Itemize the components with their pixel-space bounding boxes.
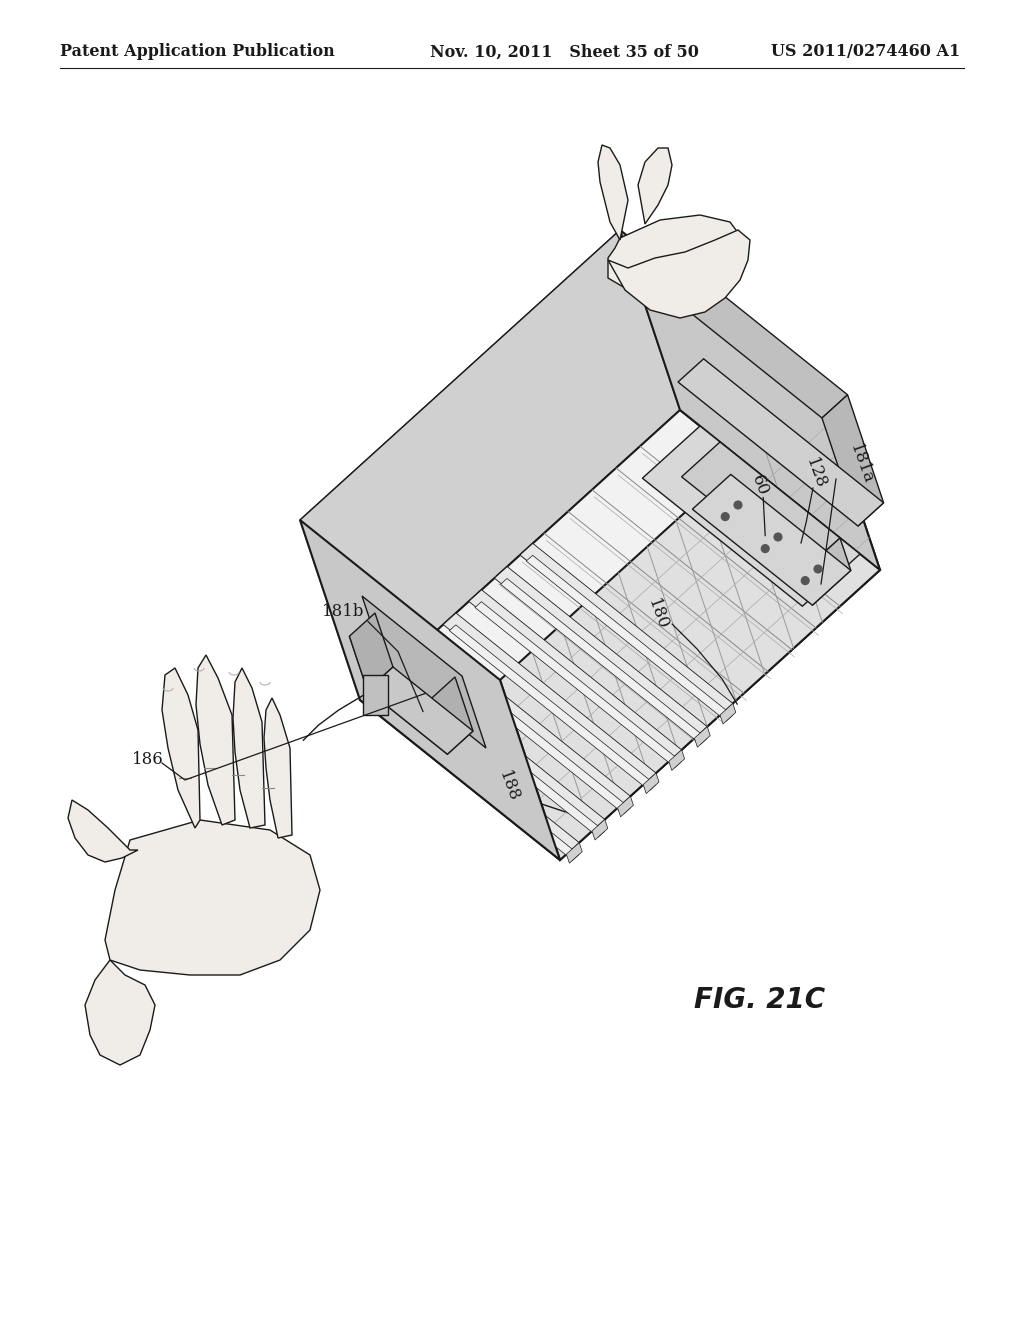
Polygon shape: [669, 750, 685, 771]
Circle shape: [774, 533, 782, 541]
Text: US 2011/0274460 A1: US 2011/0274460 A1: [771, 44, 961, 61]
Polygon shape: [85, 960, 155, 1065]
Text: 180: 180: [644, 597, 671, 632]
Polygon shape: [678, 359, 884, 525]
Polygon shape: [469, 590, 682, 762]
Text: 181a: 181a: [846, 441, 877, 487]
Polygon shape: [642, 426, 860, 606]
Text: 181b: 181b: [322, 603, 365, 620]
Text: 60: 60: [749, 473, 772, 499]
Polygon shape: [392, 660, 605, 832]
Circle shape: [721, 512, 729, 520]
Polygon shape: [418, 636, 631, 808]
Polygon shape: [495, 566, 708, 738]
Polygon shape: [349, 612, 393, 690]
Polygon shape: [233, 668, 265, 828]
Polygon shape: [643, 774, 659, 793]
Text: Patent Application Publication: Patent Application Publication: [60, 44, 335, 61]
Polygon shape: [526, 556, 732, 721]
Polygon shape: [608, 215, 745, 290]
Polygon shape: [620, 230, 880, 570]
Polygon shape: [642, 251, 848, 418]
Polygon shape: [802, 539, 851, 605]
Polygon shape: [364, 676, 388, 715]
Polygon shape: [475, 602, 681, 767]
Polygon shape: [692, 474, 851, 605]
Polygon shape: [450, 624, 655, 791]
Polygon shape: [105, 820, 319, 975]
Polygon shape: [617, 796, 634, 817]
Polygon shape: [362, 597, 486, 748]
Polygon shape: [360, 411, 880, 861]
Polygon shape: [300, 520, 560, 861]
Polygon shape: [300, 230, 680, 700]
Circle shape: [814, 565, 822, 573]
Polygon shape: [264, 698, 292, 838]
Polygon shape: [398, 672, 604, 837]
Polygon shape: [720, 704, 736, 723]
Circle shape: [801, 577, 809, 585]
Polygon shape: [501, 578, 707, 744]
Polygon shape: [520, 544, 733, 715]
Polygon shape: [162, 668, 200, 828]
Polygon shape: [349, 636, 447, 754]
Circle shape: [761, 545, 769, 553]
Polygon shape: [373, 694, 579, 861]
Text: 186: 186: [132, 751, 164, 768]
Polygon shape: [608, 230, 750, 318]
Polygon shape: [638, 148, 672, 224]
Polygon shape: [429, 677, 473, 754]
Polygon shape: [500, 389, 880, 861]
Circle shape: [734, 502, 742, 510]
Polygon shape: [443, 612, 656, 784]
Polygon shape: [592, 820, 608, 840]
Polygon shape: [424, 648, 630, 814]
Polygon shape: [682, 442, 840, 573]
Polygon shape: [367, 682, 580, 854]
Polygon shape: [822, 395, 884, 525]
Polygon shape: [598, 145, 628, 240]
Text: 188: 188: [496, 768, 522, 804]
Polygon shape: [368, 667, 473, 754]
Text: 128: 128: [803, 455, 829, 491]
Text: FIG. 21C: FIG. 21C: [694, 986, 825, 1014]
Polygon shape: [694, 726, 711, 747]
Polygon shape: [300, 230, 820, 680]
Text: Nov. 10, 2011   Sheet 35 of 50: Nov. 10, 2011 Sheet 35 of 50: [430, 44, 698, 61]
Polygon shape: [68, 800, 138, 862]
Polygon shape: [196, 655, 234, 825]
Polygon shape: [566, 842, 583, 863]
